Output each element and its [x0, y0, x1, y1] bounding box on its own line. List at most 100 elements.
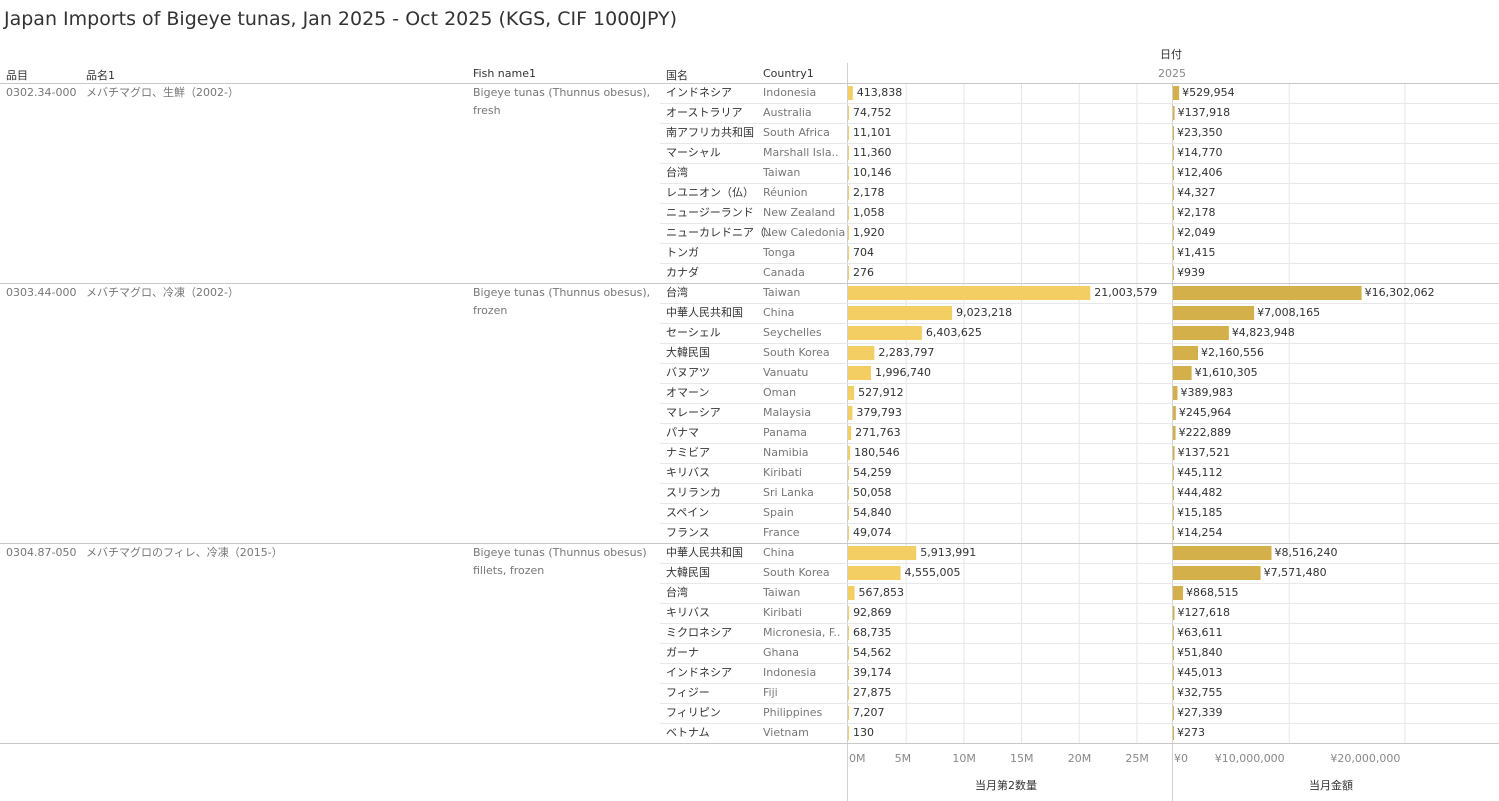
amt-bar[interactable]: [1173, 186, 1174, 200]
amt-value-label: ¥51,840: [1177, 646, 1223, 659]
amt-bar[interactable]: [1173, 266, 1174, 280]
qty-bar[interactable]: [848, 386, 855, 400]
qty-bar[interactable]: [848, 186, 849, 200]
amt-bar[interactable]: [1173, 666, 1174, 680]
amt-bar[interactable]: [1173, 226, 1174, 240]
qty-value-label: 1,996,740: [875, 366, 932, 379]
qty-value-label: 54,259: [853, 466, 892, 479]
hinmei-name: メバチマグロのフィレ、冷凍（2015-）: [86, 546, 283, 559]
amt-bar[interactable]: [1173, 206, 1174, 220]
qty-bar[interactable]: [848, 546, 917, 560]
qty-bar[interactable]: [848, 726, 849, 740]
qty-bar[interactable]: [848, 666, 849, 680]
qty-bar[interactable]: [848, 646, 849, 660]
qty-value-label: 11,101: [853, 126, 892, 139]
country-cell: Tonga: [763, 246, 796, 259]
amt-bar[interactable]: [1173, 346, 1199, 360]
amt-value-label: ¥7,008,165: [1257, 306, 1321, 319]
qty-bar[interactable]: [848, 686, 849, 700]
amt-bar[interactable]: [1173, 246, 1174, 260]
amt-bar[interactable]: [1173, 446, 1175, 460]
qty-bar[interactable]: [848, 406, 853, 420]
kokumei-cell: キリバス: [666, 606, 710, 619]
qty-bar[interactable]: [848, 126, 849, 140]
qty-bar[interactable]: [848, 606, 850, 620]
qty-bar[interactable]: [848, 346, 875, 360]
kokumei-cell: ベトナム: [666, 726, 710, 739]
amt-bar[interactable]: [1173, 526, 1174, 540]
amt-bar[interactable]: [1173, 406, 1176, 420]
amt-bar[interactable]: [1173, 286, 1362, 300]
country-cell: Kiribati: [763, 466, 802, 479]
amt-bar[interactable]: [1173, 606, 1175, 620]
amt-bar[interactable]: [1173, 326, 1229, 340]
amt-bar[interactable]: [1173, 126, 1174, 140]
qty-bar[interactable]: [848, 326, 922, 340]
qty-bar[interactable]: [848, 206, 849, 220]
qty-bar[interactable]: [848, 266, 849, 280]
amt-value-label: ¥14,254: [1177, 526, 1223, 539]
qty-bar[interactable]: [848, 706, 849, 720]
qty-bar[interactable]: [848, 506, 849, 520]
amt-bar[interactable]: [1173, 726, 1174, 740]
amt-bar[interactable]: [1173, 626, 1174, 640]
qty-bar[interactable]: [848, 626, 849, 640]
qty-bar[interactable]: [848, 526, 849, 540]
col-header-hinmei[interactable]: 品名1: [86, 69, 115, 82]
col-header-country[interactable]: Country1: [763, 67, 814, 80]
qty-bar[interactable]: [848, 86, 853, 100]
qty-value-label: 21,003,579: [1094, 286, 1158, 299]
qty-bar[interactable]: [848, 166, 849, 180]
amt-value-label: ¥23,350: [1177, 126, 1223, 139]
amt-bar[interactable]: [1173, 86, 1180, 100]
kokumei-cell: 台湾: [666, 286, 688, 299]
qty-bar[interactable]: [848, 246, 849, 260]
qty-tick-label: 15M: [1010, 752, 1034, 765]
qty-bar[interactable]: [848, 366, 872, 380]
qty-value-label: 180,546: [854, 446, 900, 459]
qty-bar[interactable]: [848, 226, 849, 240]
qty-value-label: 54,840: [853, 506, 892, 519]
qty-bar[interactable]: [848, 486, 849, 500]
amt-bar[interactable]: [1173, 566, 1261, 580]
col-header-kokumei[interactable]: 国名: [666, 69, 688, 82]
amt-bar[interactable]: [1173, 706, 1174, 720]
amt-bar[interactable]: [1173, 586, 1184, 600]
amt-bar[interactable]: [1173, 146, 1174, 160]
qty-value-label: 11,360: [853, 146, 892, 159]
qty-value-label: 130: [853, 726, 874, 739]
col-header-hinmoku[interactable]: 品目: [6, 69, 28, 82]
amt-bar[interactable]: [1173, 486, 1174, 500]
kokumei-cell: フランス: [666, 526, 710, 539]
amt-bar[interactable]: [1173, 466, 1174, 480]
amt-bar[interactable]: [1173, 686, 1174, 700]
qty-bar[interactable]: [848, 586, 855, 600]
qty-bar[interactable]: [848, 286, 1091, 300]
qty-bar[interactable]: [848, 306, 953, 320]
qty-bar[interactable]: [848, 466, 849, 480]
kokumei-cell: 南アフリカ共和国: [666, 126, 754, 139]
amt-axis-title: 当月金額: [1309, 779, 1353, 792]
hinmoku-code: 0304.87-050: [6, 546, 77, 559]
amt-bar[interactable]: [1173, 366, 1192, 380]
qty-bar[interactable]: [848, 106, 849, 120]
amt-bar[interactable]: [1173, 386, 1178, 400]
qty-bar[interactable]: [848, 426, 852, 440]
amt-value-label: ¥1,415: [1177, 246, 1216, 259]
amt-bar[interactable]: [1173, 506, 1174, 520]
col-header-fish-name[interactable]: Fish name1: [473, 67, 536, 80]
year-header: 2025: [1158, 67, 1186, 80]
amt-value-label: ¥16,302,062: [1364, 286, 1435, 299]
qty-bar[interactable]: [848, 146, 849, 160]
amt-bar[interactable]: [1173, 166, 1174, 180]
qty-bar[interactable]: [848, 446, 851, 460]
qty-bar[interactable]: [848, 566, 901, 580]
amt-value-label: ¥222,889: [1178, 426, 1232, 439]
amt-bar[interactable]: [1173, 546, 1272, 560]
amt-bar[interactable]: [1173, 306, 1255, 320]
kokumei-cell: マーシャル: [666, 146, 721, 159]
amt-bar[interactable]: [1173, 106, 1175, 120]
amt-bar[interactable]: [1173, 646, 1174, 660]
amt-value-label: ¥273: [1177, 726, 1205, 739]
amt-bar[interactable]: [1173, 426, 1176, 440]
